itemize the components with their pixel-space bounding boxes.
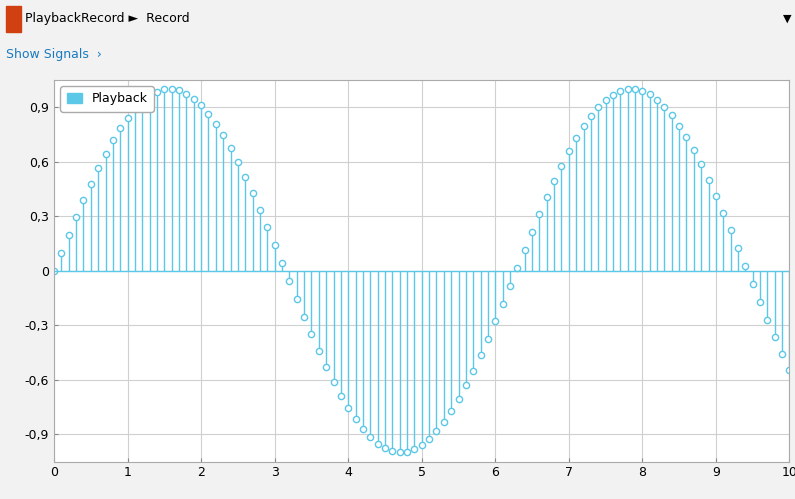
Text: PlaybackRecord ►  Record: PlaybackRecord ► Record bbox=[25, 12, 190, 25]
Legend: Playback: Playback bbox=[60, 86, 153, 112]
Bar bbox=[6, 5, 21, 32]
Text: Show Signals  ›: Show Signals › bbox=[6, 48, 103, 61]
Text: ▼: ▼ bbox=[782, 14, 791, 24]
